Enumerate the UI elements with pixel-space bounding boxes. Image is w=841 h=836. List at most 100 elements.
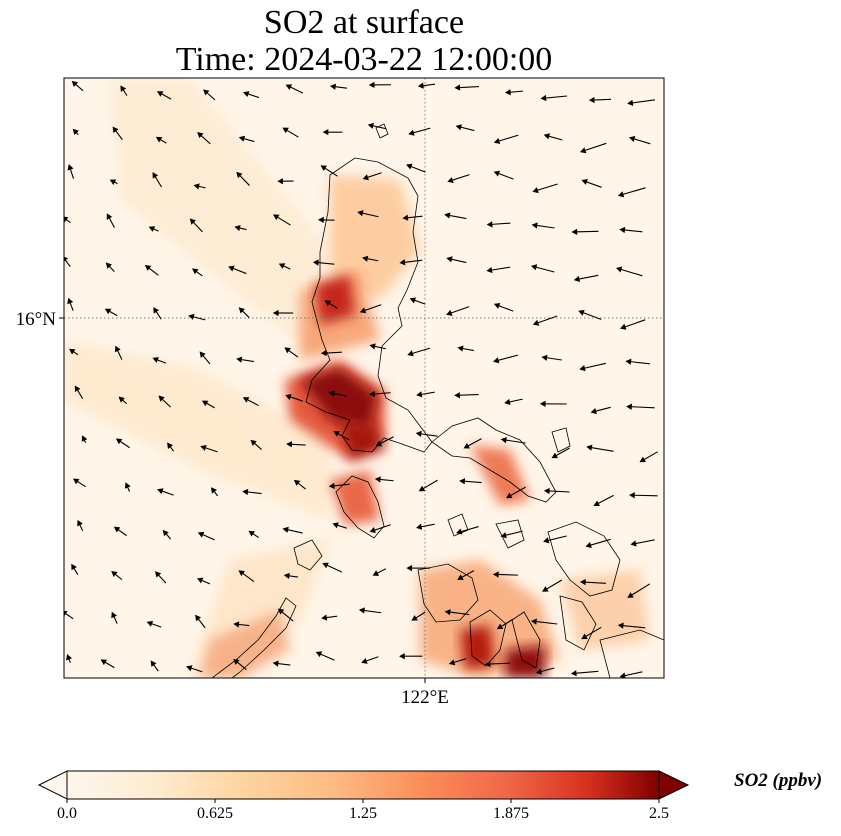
colorbar-gradient — [67, 771, 659, 799]
wind-arrow-head — [193, 183, 200, 190]
colorbar — [37, 770, 690, 803]
wind-arrow-head — [188, 313, 195, 320]
colorbar-tick-label-3: 1.875 — [493, 805, 529, 822]
wind-arrow-head — [315, 651, 323, 658]
mindoro-coastline — [335, 475, 385, 539]
wind-arrow-head — [539, 400, 546, 407]
plot-title-time: Time: 2024-03-22 12:00:00 — [175, 41, 553, 78]
wind-arrow-head — [532, 187, 539, 194]
colorbar-tick-label-0: 0.0 — [57, 805, 77, 822]
wind-arrow-head — [200, 444, 207, 451]
wind-arrow-head — [312, 259, 319, 266]
wind-arrow-head — [285, 394, 292, 400]
wind-arrow-head — [67, 297, 74, 305]
wind-arrow-head — [492, 571, 499, 578]
wind-arrow-head — [67, 164, 74, 171]
wind-arrow-head — [124, 482, 131, 489]
cebu-coastline — [511, 611, 541, 669]
wind-arrow-head — [69, 348, 76, 355]
wind-arrow-head — [320, 349, 327, 357]
wind-arrow-head — [375, 440, 383, 447]
wind-arrow-head — [369, 343, 376, 350]
wind-arrow-head — [579, 365, 586, 372]
wind-arrow-head — [627, 592, 634, 598]
wind-arrow-head — [399, 259, 406, 266]
wind-arrow-head — [66, 654, 73, 661]
wind-arrow-head — [402, 214, 409, 221]
wind-arrow-head — [72, 478, 80, 485]
wind-arrow-head — [372, 570, 380, 576]
babuyan-island — [375, 123, 389, 139]
wind-arrow-head — [197, 531, 205, 538]
wind-arrow-head — [324, 300, 332, 307]
wind-arrow-head — [283, 572, 290, 580]
catanduanes-island — [551, 427, 571, 453]
wind-arrow-head — [158, 395, 165, 402]
wind-arrow-head — [106, 213, 113, 220]
wind-arrow-head — [155, 136, 163, 143]
wind-arrow-head — [629, 135, 636, 142]
plume-faint-west — [64, 340, 330, 520]
wind-arrow-head — [586, 444, 593, 451]
wind-arrow-head — [64, 256, 68, 262]
bicol-coastline — [431, 417, 557, 503]
wind-arrow-head — [493, 302, 501, 309]
wind-arrow-head — [201, 400, 209, 407]
wind-arrow-head — [293, 479, 301, 486]
wind-arrow-head — [454, 392, 461, 399]
wind-arrow-head — [588, 96, 595, 104]
wind-arrow-head — [111, 570, 118, 577]
masbate-coastline — [495, 519, 525, 549]
colorbar-tick-label-2: 1.25 — [349, 805, 377, 822]
wind-arrow-head — [153, 307, 160, 314]
samar-coastline — [547, 521, 621, 597]
so2-field — [64, 78, 664, 678]
wind-arrow — [64, 257, 71, 268]
wind-arrow-head — [486, 221, 493, 228]
wind-arrow-head — [374, 476, 381, 483]
wind-arrow-head — [454, 84, 461, 91]
wind-arrow-head — [284, 347, 291, 354]
wind-arrow-head — [504, 89, 511, 96]
mindoro-plume — [330, 470, 380, 525]
wind-arrow-head — [543, 537, 550, 544]
visayas-hotspot-1 — [460, 625, 495, 670]
bicol-plume — [470, 445, 530, 505]
wind-arrow-head — [321, 614, 328, 621]
wind-arrow-head — [581, 179, 588, 185]
wind-arrow-head — [272, 660, 279, 667]
palawan-coastline — [211, 597, 297, 678]
wind-arrow-head — [282, 526, 289, 533]
wind-arrow-head — [228, 265, 235, 272]
wind-arrow-head — [504, 398, 511, 405]
wind-arrow-head — [162, 529, 169, 537]
mindanao-coastline — [599, 629, 664, 678]
wind-arrow-head — [72, 128, 79, 136]
wind-arrow-head — [444, 609, 451, 616]
wind-arrow-head — [493, 357, 500, 364]
wind-arrow-head — [118, 396, 125, 403]
wind-arrow-head — [579, 579, 586, 586]
wind-arrow-head — [541, 354, 548, 361]
wind-arrow-head — [409, 297, 417, 304]
wind-arrow-head — [369, 390, 376, 398]
wind-arrow-head — [203, 89, 210, 96]
wind-arrow-head — [196, 577, 204, 584]
wind-arrow-head — [242, 397, 250, 403]
wind-arrow-head — [446, 256, 453, 263]
wind-arrow-head — [358, 607, 365, 614]
wind-arrow-head — [152, 172, 159, 179]
wind-arrow-head — [411, 615, 418, 621]
plot-title-variable: SO2 at surface — [263, 4, 465, 41]
wind-arrow-head — [590, 408, 597, 415]
wind-arrow-head — [238, 307, 245, 314]
wind-arrow-head — [286, 441, 293, 448]
wind-arrow-head — [154, 571, 162, 578]
wind-arrow-head — [459, 478, 466, 485]
wind-arrow-head — [406, 564, 413, 572]
wind-arrow-head — [328, 482, 335, 489]
wind-arrow-head — [629, 492, 635, 499]
wind-arrow-head — [233, 658, 240, 665]
luzon-north-plume — [330, 175, 420, 300]
wind-arrow-head — [626, 403, 632, 410]
